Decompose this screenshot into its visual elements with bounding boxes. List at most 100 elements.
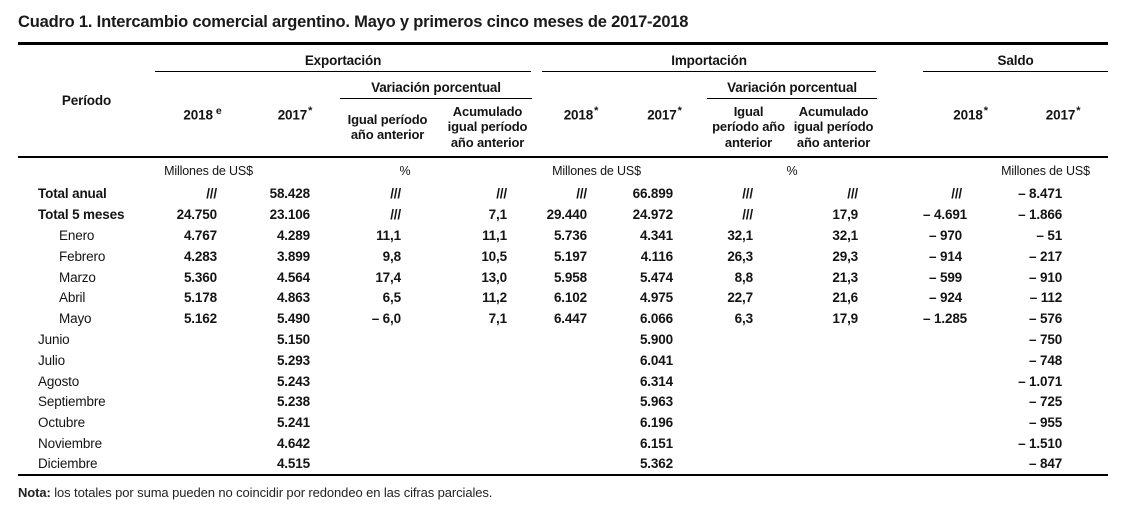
data-cell: 6.314 [639,373,673,389]
column-header-exp-2018: 2018 e [183,104,222,123]
data-cell [707,433,790,454]
data-cell: 26,3 [727,248,753,264]
row-label: Enero [59,227,95,243]
data-cell [155,391,250,412]
data-cell [435,454,540,475]
data-cell: 4.116 [640,248,673,264]
data-cell: – 1.071 [1018,373,1063,389]
table-row: Enero 4.767 4.289 11,1 11,1 5.736 4.341 32,1 32,… [18,225,1108,246]
data-cell [707,371,790,392]
data-cell: 6,5 [382,290,401,306]
data-cell [790,412,877,433]
data-cell: 17,4 [375,269,401,285]
data-cell: 66.899 [632,186,674,202]
data-cell: /// [742,207,753,223]
data-cell [790,371,877,392]
subgroup-label-variacion-exp: Variación porcentual [340,76,532,99]
spacer-cell [877,225,923,246]
column-header-exp-igual-periodo: Igual período año anterior [347,111,428,142]
data-cell: – 1.866 [1018,207,1063,223]
row-label: Julio [38,352,66,368]
data-cell [435,350,540,371]
data-cell: 29.440 [546,207,588,223]
units-spacer-cell [877,155,924,184]
units-importacion-millones: Millones de US$ [540,155,707,184]
data-cell [435,391,540,412]
spacer-cell [877,267,923,288]
data-cell: 3.899 [276,248,310,264]
data-cell: 6,3 [734,311,753,327]
data-cell: 4.975 [639,290,673,306]
data-cell: /// [951,186,963,202]
data-cell [340,350,435,371]
data-cell: 10,5 [481,248,507,264]
row-label: Febrero [59,248,106,264]
data-cell [923,371,1018,392]
data-cell [155,350,250,371]
spacer-cell [877,287,923,308]
spacer-cell [877,329,923,350]
footnote-label: Nota: [18,484,51,500]
data-cell [923,350,1018,371]
units-row: Millones de US$ % Millones de US$ % Mill… [18,155,1109,184]
row-label: Abril [59,290,86,306]
data-cell: 23.106 [269,207,311,223]
data-cell: 17,9 [832,207,859,223]
data-cell: – 924 [929,290,963,306]
data-cell: 5.197 [553,248,587,264]
data-cell: 7,1 [488,207,507,223]
data-cell: 5.178 [183,290,217,306]
data-cell [790,391,877,412]
column-header-saldo-2018: 2018* [953,104,988,123]
units-importacion-pct: % [707,155,878,184]
column-header-imp-acumulado: Acumulado igual período año anterior [793,104,874,150]
row-label: Noviembre [38,435,102,451]
subgroup-header-variacion-imp: Variación porcentual [707,72,878,99]
data-cell: 4.564 [276,269,310,285]
spacer-cell [877,371,923,392]
data-cell [340,329,435,350]
data-cell [923,329,1018,350]
data-cell [340,433,435,454]
row-label: Total anual [38,186,107,202]
column-header-saldo-2017: 2017* [1045,104,1081,123]
data-cell: – 910 [1029,269,1063,285]
group-header-importacion: Importación [540,44,877,72]
data-cell: 5.736 [553,227,587,243]
data-cell: /// [576,186,587,202]
data-cell: 32,1 [832,227,859,243]
data-cell [790,454,877,475]
data-cell: 6.447 [553,311,587,327]
spacer-cell [877,246,923,267]
data-cell: – 1.285 [923,311,968,327]
subgroup-header-variacion-exp: Variación porcentual [340,72,540,99]
row-label: Mayo [59,311,92,327]
subgroup-label-variacion-imp: Variación porcentual [707,76,878,99]
data-cell: – 576 [1029,311,1063,327]
data-cell: 11,1 [482,227,507,243]
data-cell [340,391,435,412]
data-cell: 6.066 [639,311,673,327]
data-cell [155,433,250,454]
table-row: Total 5 meses 24.750 23.106 /// 7,1 29.440 24.… [18,204,1108,225]
data-cell: 6.041 [639,352,673,368]
spacer-column [877,44,923,157]
data-cell: 5.963 [639,394,673,410]
table-row: Mayo 5.162 5.490 – 6,0 7,1 6.447 6.066 6,3 17,9 –… [18,308,1108,329]
spacer-cell [877,433,923,454]
data-cell [540,350,622,371]
data-cell [923,412,1018,433]
group-label-saldo: Saldo [923,53,1109,72]
data-cell: 4.283 [183,248,217,264]
data-cell [540,412,622,433]
table-row: Agosto 5.243 6.314 – 1.071 [18,371,1108,392]
column-header-imp-2018: 2018* [563,104,599,123]
data-cell: 4.863 [276,290,310,306]
data-cell [540,329,622,350]
data-cell [707,391,790,412]
data-cell: – 750 [1029,331,1063,347]
table-row: Julio 5.293 6.041 – 748 [18,350,1108,371]
data-cell [540,454,622,475]
data-cell: 11,1 [376,227,401,243]
data-cell: 5.490 [276,311,310,327]
